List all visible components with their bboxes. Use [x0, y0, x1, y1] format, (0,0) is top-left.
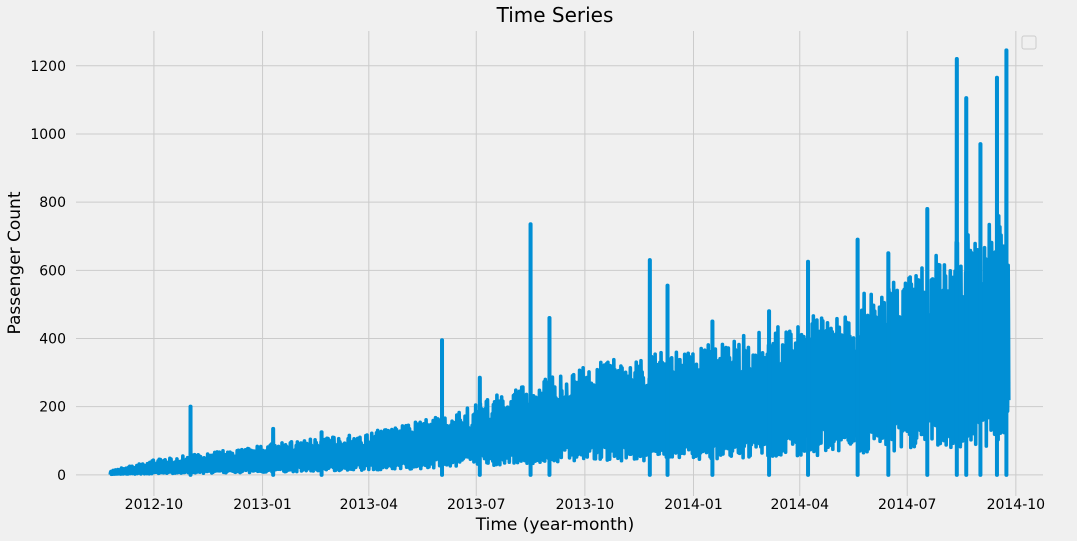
x-tick-label: 2013-04 [340, 497, 399, 513]
x-tick-label: 2014-04 [771, 497, 830, 513]
legend-box[interactable] [1021, 35, 1037, 50]
x-axis-label: Time (year-month) [475, 515, 634, 535]
x-tick-label: 2014-01 [664, 497, 723, 513]
y-tick-label: 600 [39, 263, 66, 279]
x-tick-label: 2014-10 [987, 497, 1046, 513]
x-tick-labels: 2012-10 2013-01 2013-04 2013-07 2013-10 2014-… [125, 497, 1045, 513]
x-tick-label: 2013-07 [447, 497, 506, 513]
series-layer [108, 48, 1011, 477]
y-tick-labels: 0 200 400 600 800 1000 1200 [30, 59, 66, 484]
x-tick-label: 2012-10 [125, 497, 184, 513]
y-tick-label: 400 [39, 332, 66, 348]
chart-title: Time Series [496, 3, 614, 27]
y-axis-label: Passenger Count [5, 191, 25, 334]
y-tick-label: 1200 [30, 59, 66, 75]
y-tick-label: 0 [57, 468, 66, 484]
y-tick-label: 200 [39, 400, 66, 416]
y-tick-label: 1000 [30, 127, 66, 143]
x-tick-label: 2014-07 [878, 497, 937, 513]
x-tick-label: 2013-10 [556, 497, 615, 513]
y-tick-label: 800 [39, 195, 66, 211]
x-tick-label: 2013-01 [233, 497, 292, 513]
